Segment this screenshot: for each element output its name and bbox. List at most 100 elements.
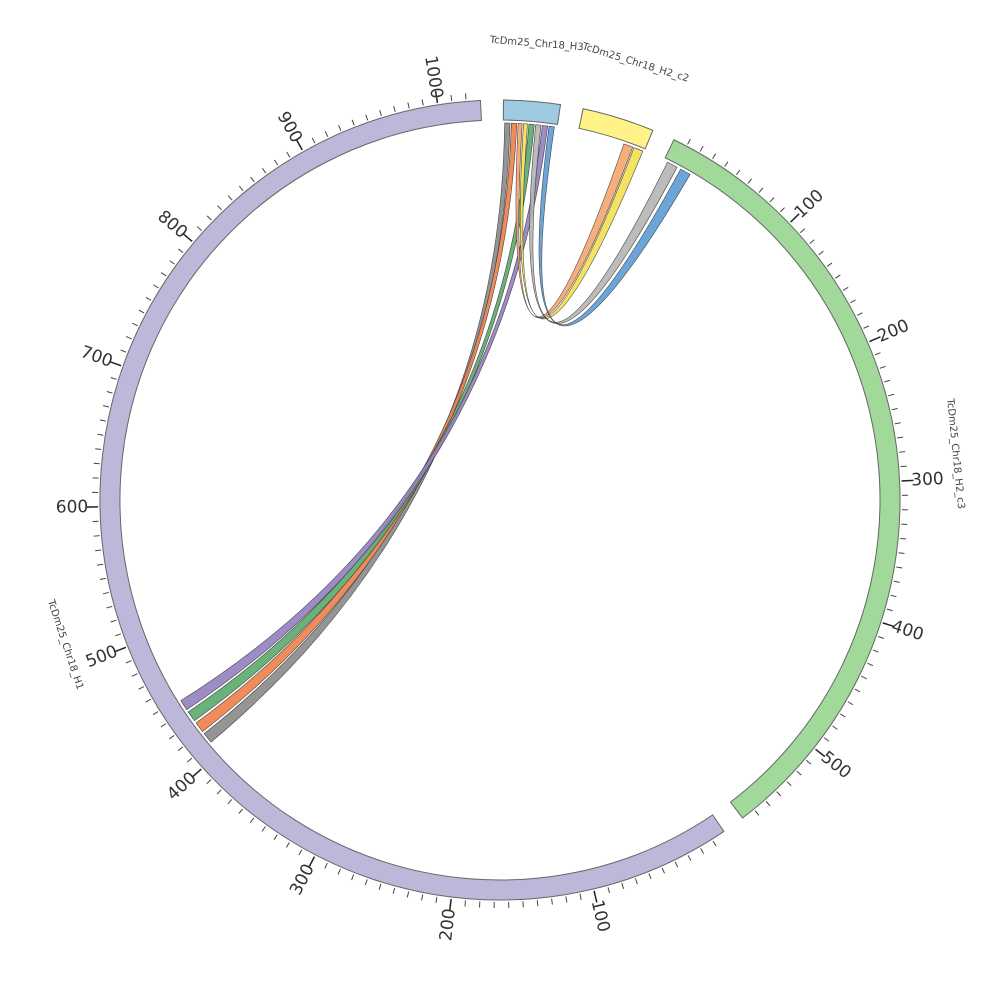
minor-tick bbox=[115, 633, 122, 637]
link-ribbon bbox=[515, 123, 634, 318]
minor-tick bbox=[551, 898, 553, 905]
minor-tick bbox=[152, 711, 159, 716]
minor-tick bbox=[250, 176, 255, 183]
minor-tick bbox=[754, 810, 760, 816]
minor-tick bbox=[648, 873, 652, 880]
minor-tick bbox=[747, 178, 752, 184]
tick-label: 100 bbox=[587, 898, 614, 934]
minor-tick bbox=[607, 887, 611, 894]
major-tick bbox=[295, 139, 303, 151]
minor-tick bbox=[758, 187, 764, 193]
minor-tick bbox=[102, 405, 110, 408]
minor-tick bbox=[351, 874, 355, 881]
segment-arc bbox=[578, 108, 654, 150]
minor-tick bbox=[661, 867, 665, 874]
major-tick bbox=[593, 890, 598, 903]
minor-tick bbox=[378, 883, 382, 890]
minor-tick bbox=[832, 725, 838, 730]
segment-label: TcDm25_Chr18_H3 bbox=[488, 35, 584, 54]
minor-tick bbox=[765, 801, 771, 807]
minor-tick bbox=[842, 286, 849, 291]
major-tick bbox=[869, 336, 881, 343]
minor-tick bbox=[393, 105, 396, 113]
minor-tick bbox=[872, 649, 879, 653]
link-ribbon bbox=[538, 125, 691, 327]
minor-tick bbox=[874, 352, 881, 356]
links bbox=[180, 122, 691, 743]
minor-tick bbox=[621, 882, 625, 889]
minor-tick bbox=[894, 422, 901, 425]
minor-tick bbox=[169, 735, 175, 740]
minor-tick bbox=[262, 168, 267, 174]
minor-tick bbox=[186, 757, 193, 763]
minor-tick bbox=[311, 137, 316, 144]
tick-label: 1000 bbox=[420, 54, 447, 100]
minor-tick bbox=[897, 436, 904, 439]
segment-arc bbox=[502, 99, 562, 125]
minor-tick bbox=[806, 759, 812, 765]
minor-tick bbox=[338, 125, 342, 132]
minor-tick bbox=[95, 448, 102, 450]
link-ribbon bbox=[519, 123, 644, 320]
tick-label: 500 bbox=[83, 642, 121, 673]
minor-tick bbox=[536, 900, 539, 907]
tick-label: 300 bbox=[911, 469, 944, 491]
minor-tick bbox=[93, 535, 100, 537]
minor-tick bbox=[132, 322, 138, 327]
minor-tick bbox=[464, 900, 466, 907]
minor-tick bbox=[99, 419, 106, 422]
minor-tick bbox=[97, 433, 104, 436]
minor-tick bbox=[863, 325, 870, 329]
minor-tick bbox=[700, 848, 705, 854]
minor-tick bbox=[826, 262, 833, 267]
minor-tick bbox=[877, 636, 884, 639]
minor-tick bbox=[435, 896, 438, 904]
minor-tick bbox=[298, 849, 303, 856]
link-ribbon bbox=[187, 123, 535, 722]
minor-tick bbox=[900, 537, 907, 540]
major-tick bbox=[308, 856, 316, 868]
minor-tick bbox=[145, 698, 152, 703]
minor-tick bbox=[465, 93, 467, 100]
minor-tick bbox=[835, 274, 841, 279]
minor-tick bbox=[145, 296, 152, 301]
minor-tick bbox=[884, 379, 891, 383]
major-tick bbox=[901, 479, 914, 482]
minor-tick bbox=[238, 185, 244, 192]
tick-label: 400 bbox=[889, 616, 926, 645]
major-tick bbox=[882, 622, 895, 628]
minor-tick bbox=[324, 131, 329, 137]
link-ribbon bbox=[529, 124, 678, 324]
major-tick bbox=[789, 213, 800, 223]
minor-tick bbox=[891, 407, 898, 411]
minor-tick bbox=[818, 250, 824, 256]
minor-tick bbox=[861, 675, 867, 680]
minor-tick bbox=[365, 114, 369, 121]
minor-tick bbox=[579, 893, 582, 900]
minor-tick bbox=[364, 879, 368, 886]
minor-tick bbox=[379, 110, 382, 117]
minor-tick bbox=[867, 662, 874, 667]
minor-tick bbox=[227, 799, 233, 805]
minor-tick bbox=[886, 608, 893, 612]
minor-tick bbox=[153, 284, 159, 289]
minor-tick bbox=[125, 660, 132, 664]
minor-tick bbox=[110, 377, 117, 380]
minor-tick bbox=[227, 195, 233, 201]
minor-tick bbox=[769, 197, 775, 203]
minor-tick bbox=[177, 746, 184, 752]
minor-tick bbox=[351, 119, 355, 126]
minor-tick bbox=[160, 272, 167, 277]
tick-label: 300 bbox=[286, 861, 319, 899]
minor-tick bbox=[216, 789, 222, 795]
minor-tick bbox=[125, 336, 132, 340]
minor-tick bbox=[178, 248, 184, 254]
minor-tick bbox=[407, 102, 410, 109]
minor-tick bbox=[95, 549, 102, 552]
major-tick bbox=[114, 646, 127, 653]
minor-tick bbox=[169, 260, 175, 265]
minor-tick bbox=[687, 855, 692, 861]
minor-tick bbox=[261, 826, 266, 832]
minor-tick bbox=[840, 713, 846, 718]
